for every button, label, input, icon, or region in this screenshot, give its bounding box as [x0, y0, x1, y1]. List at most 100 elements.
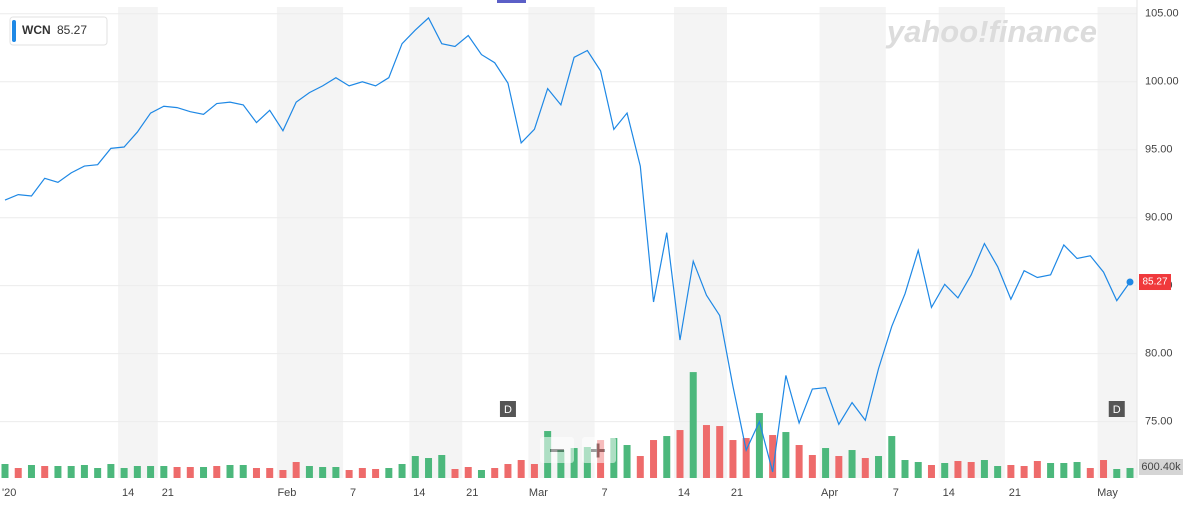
x-tick-label: 7: [893, 487, 899, 499]
last-value-label: 85.27: [1142, 277, 1167, 288]
event-label: D: [1113, 404, 1121, 416]
volume-bar: [927, 465, 935, 478]
x-tick-label: 21: [1009, 487, 1021, 499]
volume-bar: [663, 436, 671, 478]
volume-bar: [848, 450, 856, 478]
volume-bar: [398, 464, 406, 478]
volume-bar: [742, 438, 750, 478]
volume-bar: [570, 448, 578, 478]
volume-bar: [239, 465, 247, 478]
volume-bar: [14, 468, 22, 478]
volume-bar: [1020, 466, 1028, 478]
last-value-tag: [1139, 274, 1171, 291]
volume-bar: [729, 440, 737, 478]
volume-bar: [27, 465, 35, 478]
volume-bar: [835, 456, 843, 478]
y-tick-label: 95.00: [1145, 144, 1173, 156]
week-band: [409, 7, 463, 478]
volume-bar: [1, 464, 9, 478]
volume-bar: [41, 466, 49, 478]
x-tick-label: Mar: [529, 487, 548, 499]
x-tick-label: 7: [602, 487, 608, 499]
volume-bar: [755, 413, 763, 478]
volume-bar: [120, 468, 128, 478]
legend-box: [9, 16, 108, 46]
volume-bar: [160, 466, 168, 478]
volume-bar: [676, 430, 684, 478]
volume-bar: [1033, 461, 1041, 478]
week-band: [276, 7, 344, 478]
week-band: [528, 7, 595, 478]
volume-bar: [1100, 460, 1108, 478]
x-tick-label: 14: [943, 487, 955, 499]
volume-bar: [332, 467, 340, 478]
event-marker: [499, 401, 516, 417]
x-tick-label: 21: [466, 487, 478, 499]
volume-bar: [292, 462, 300, 478]
week-band: [118, 7, 158, 478]
volume-bar: [133, 466, 141, 478]
volume-bar: [358, 468, 366, 478]
volume-bar: [186, 467, 194, 478]
volume-bar: [822, 448, 830, 478]
volume-bar: [345, 470, 353, 478]
volume-bar: [875, 456, 883, 478]
volume-bar: [504, 464, 512, 478]
volume-bar: [517, 460, 525, 478]
y-tick-label: 80.00: [1145, 348, 1173, 360]
volume-bar: [1126, 468, 1134, 478]
volume-bar: [200, 467, 208, 478]
y-tick-label: 90.00: [1145, 212, 1173, 224]
zoom-controls[interactable]: [540, 437, 616, 463]
volume-bar: [967, 462, 975, 478]
volume-bar: [451, 468, 459, 478]
volume-bar: [425, 458, 433, 478]
grid: [0, 13, 1137, 423]
legend-value: 85.27: [57, 23, 87, 37]
legend-name: WCN: [22, 23, 51, 37]
last-point: [1126, 278, 1134, 286]
volume-bar: [1113, 468, 1121, 478]
volume-bar: [477, 470, 485, 478]
volume-bar: [1007, 465, 1015, 478]
x-tick-label: 21: [731, 487, 743, 499]
volume-bar: [702, 425, 710, 478]
event-marker: [1108, 401, 1125, 417]
y-tick-label: 105.00: [1145, 8, 1179, 20]
volume-bar: [808, 455, 816, 478]
x-tick-label: Apr: [821, 487, 838, 499]
volume-bar: [769, 435, 777, 478]
volume-tick-box: [1139, 458, 1183, 475]
volume-bar: [689, 372, 697, 478]
x-tick-label: 7: [350, 487, 356, 499]
volume-bar: [491, 468, 499, 478]
price-line: [4, 16, 1131, 473]
x-tick-label: 14: [413, 487, 425, 499]
x-tick-label: May: [1097, 487, 1118, 499]
volume-bar: [795, 445, 803, 478]
volume-bar: [557, 450, 565, 478]
volume-bar: [650, 440, 658, 478]
volume-bar: [901, 460, 909, 478]
week-bands: [118, 7, 1137, 478]
volume-bar: [80, 465, 88, 478]
volume-bar: [319, 467, 327, 478]
volume-bar: [941, 463, 949, 478]
x-tick-label: '20: [2, 487, 16, 499]
volume-bar: [464, 467, 472, 478]
y-tick-label: 75.00: [1145, 416, 1173, 428]
x-tick-label: Feb: [277, 487, 296, 499]
volume-bar: [94, 468, 102, 478]
volume-bar: [623, 445, 631, 478]
legend: WCN 85.27: [9, 16, 108, 46]
volume-bar: [173, 467, 181, 478]
x-tick-label: 14: [678, 487, 690, 499]
volume-bar: [954, 461, 962, 478]
volume-bar: [252, 468, 260, 478]
volume-bar: [914, 462, 922, 478]
volume-bar: [266, 468, 274, 478]
volume-bar: [411, 456, 419, 478]
minus-icon: [550, 449, 564, 452]
